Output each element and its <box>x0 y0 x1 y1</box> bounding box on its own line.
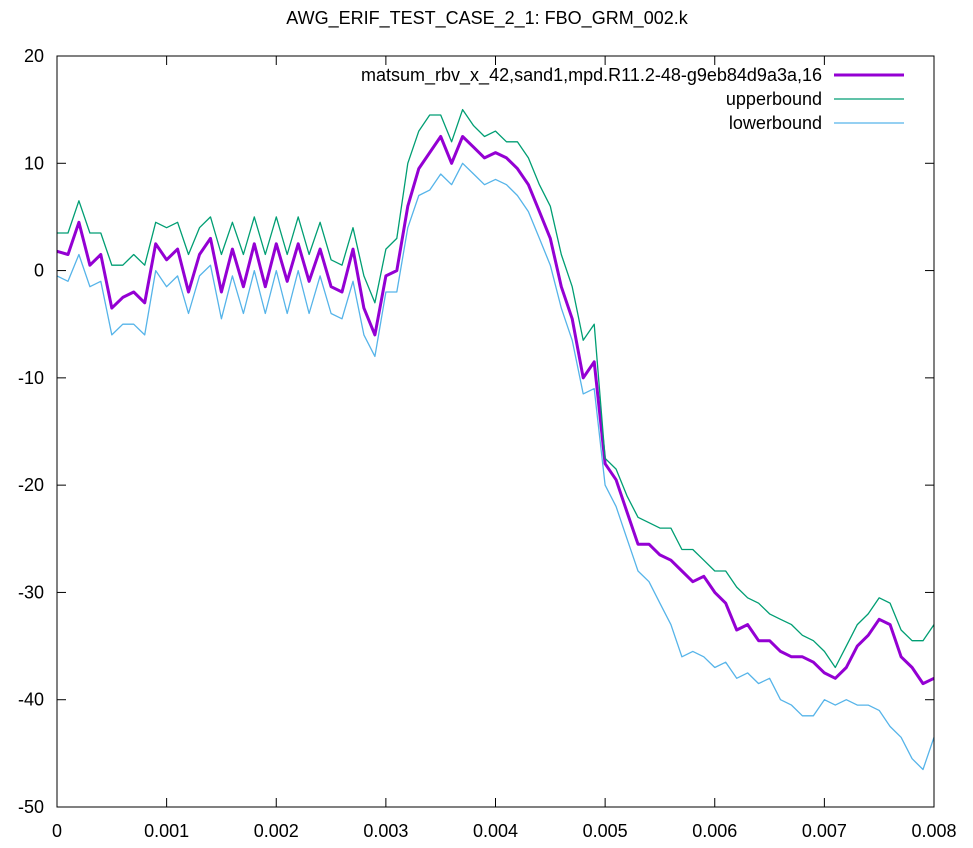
x-tick-label: 0 <box>52 821 62 841</box>
series-line-0 <box>56 135 935 686</box>
series-line-1 <box>57 108 935 669</box>
y-tick-label: 10 <box>24 153 44 173</box>
x-tick-label: 0.004 <box>473 821 518 841</box>
x-tick-label: 0.005 <box>583 821 628 841</box>
y-tick-label: -10 <box>18 368 44 388</box>
y-tick-label: -50 <box>18 797 44 817</box>
x-tick-label: 0.007 <box>802 821 847 841</box>
x-tick-label: 0.002 <box>254 821 299 841</box>
y-tick-label: -40 <box>18 690 44 710</box>
y-tick-label: 20 <box>24 46 44 66</box>
legend-label: lowerbound <box>729 113 822 133</box>
x-tick-label: 0.008 <box>911 821 956 841</box>
legend-label: upperbound <box>726 89 822 109</box>
chart-title: AWG_ERIF_TEST_CASE_2_1: FBO_GRM_002.k <box>286 8 688 29</box>
y-tick-label: -20 <box>18 475 44 495</box>
x-tick-label: 0.003 <box>363 821 408 841</box>
series-layer <box>56 108 935 771</box>
axis-ticks: 20 10 0 -10 -20 -30 -40 -50 0 0.001 0.002 0.003 0.00… <box>18 46 957 841</box>
y-tick-label: 0 <box>34 261 44 281</box>
x-tick-label: 0.006 <box>692 821 737 841</box>
series-line-2 <box>56 162 935 771</box>
legend: matsum_rbv_x_42,sand1,mpd.R11.2-48-g9eb8… <box>361 65 904 133</box>
y-tick-label: -30 <box>18 582 44 602</box>
x-tick-label: 0.001 <box>144 821 189 841</box>
legend-label: matsum_rbv_x_42,sand1,mpd.R11.2-48-g9eb8… <box>361 65 822 86</box>
